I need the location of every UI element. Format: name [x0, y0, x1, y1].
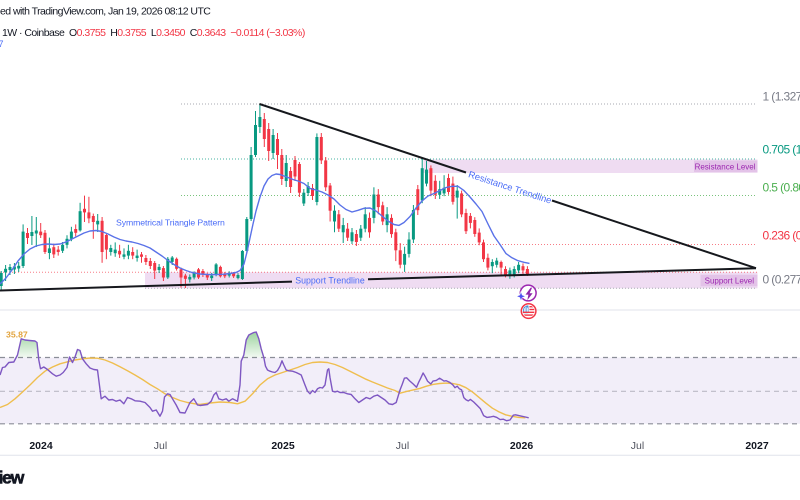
svg-text:35.87: 35.87	[6, 330, 28, 340]
svg-text:2025: 2025	[271, 440, 295, 452]
svg-text:Resistance Level: Resistance Level	[695, 162, 756, 171]
svg-text:Support Level: Support Level	[705, 277, 755, 286]
svg-text:2026: 2026	[510, 440, 534, 452]
svg-text:Symmetrical Triangle Pattern: Symmetrical Triangle Pattern	[116, 218, 225, 228]
svg-text:1 (1.327: 1 (1.327	[763, 90, 800, 104]
svg-text:1W · Coinbase O0.3755 H0.375: 1W · Coinbase O0.3755 H0.3755 L0.3450 C0…	[2, 27, 305, 39]
svg-text:iew: iew	[0, 468, 25, 488]
svg-text:7: 7	[0, 39, 4, 49]
svg-text:0.236 (0: 0.236 (0	[763, 229, 800, 243]
svg-text:Jul: Jul	[154, 440, 167, 452]
svg-text:Jul: Jul	[631, 440, 644, 452]
svg-text:2024: 2024	[29, 440, 53, 452]
svg-text:ed with TradingView.com, Jan 1: ed with TradingView.com, Jan 19, 2026 08…	[0, 6, 211, 18]
svg-text:2027: 2027	[745, 440, 769, 452]
svg-text:Jul: Jul	[396, 440, 409, 452]
svg-text:0.5 (0.80: 0.5 (0.80	[763, 180, 800, 194]
svg-text:0 (0.277: 0 (0.277	[763, 273, 800, 287]
svg-text:Support Trendline: Support Trendline	[295, 276, 365, 286]
svg-text:0.705 (1: 0.705 (1	[763, 143, 800, 157]
